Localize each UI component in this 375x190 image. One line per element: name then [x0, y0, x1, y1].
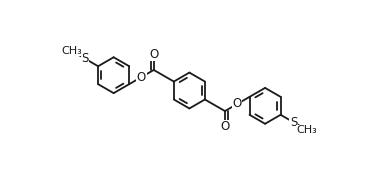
Text: O: O: [137, 70, 146, 84]
Text: S: S: [290, 116, 297, 129]
Text: CH₃: CH₃: [297, 125, 318, 135]
Text: O: O: [149, 48, 158, 61]
Text: O: O: [232, 97, 242, 110]
Text: O: O: [220, 120, 230, 133]
Text: S: S: [81, 52, 89, 65]
Text: CH₃: CH₃: [61, 46, 82, 56]
